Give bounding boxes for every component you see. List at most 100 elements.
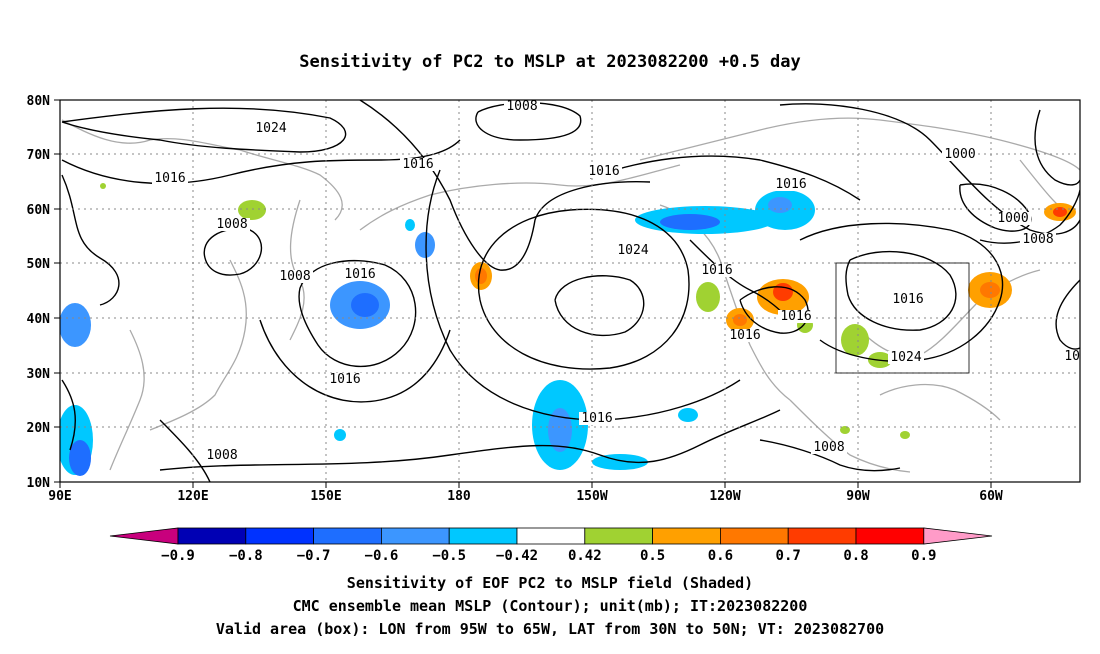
- contour-1008-labrador: [979, 189, 1080, 244]
- coast-central-america: [789, 399, 911, 473]
- contour-label: 1024: [617, 243, 648, 258]
- contour-label-bg: [1020, 233, 1056, 246]
- contour-1016-north: [61, 139, 461, 185]
- coast-gulf-caribbean: [879, 383, 1001, 421]
- contour-label: 1008: [813, 440, 844, 455]
- contour-label: 1024: [890, 350, 921, 365]
- footer-line-2: CMC ensemble mean MSLP (Contour); unit(m…: [293, 597, 808, 615]
- contour-1008-greenland: [1034, 109, 1080, 186]
- coast-arctic-canada: [639, 117, 1080, 171]
- shade-pos-rockies-inner: [773, 283, 793, 301]
- contour-1000-hudson: [959, 183, 1032, 232]
- shade-pos-central-us: [841, 324, 869, 356]
- contour-label-bg: [152, 172, 188, 185]
- shade-pos-siberia: [238, 200, 266, 220]
- contour-1024-pacific-high-outer: [477, 208, 690, 370]
- contour-1016-alaska: [589, 155, 861, 201]
- colorbar-segment: [516, 527, 586, 545]
- shade-neg-central-pacific: [678, 408, 698, 422]
- contour-label: 1016: [588, 164, 619, 179]
- contour-1008-south-china: [159, 419, 211, 482]
- contour-1016-west: [61, 174, 120, 306]
- lat-label: 20N: [27, 421, 51, 436]
- contour-1016-atlantic: [1055, 279, 1080, 350]
- contour-label-bg: [277, 270, 313, 283]
- coast-aleutian: [359, 164, 681, 231]
- map-content: 1008 1024 1016 1016 1008 1000 1016 1000 1008 1016…: [60, 99, 1095, 482]
- contour-label-bg: [327, 373, 363, 386]
- shade-pos-greenland-inner: [1053, 207, 1067, 217]
- colorbar-high-triangle: [923, 527, 993, 545]
- lon-label: 180: [447, 489, 471, 504]
- footer-line-1: Sensitivity of EOF PC2 to MSLP field (Sh…: [347, 574, 753, 592]
- colorbar-tick-label: −0.42: [496, 548, 538, 564]
- contour-label-bg: [942, 148, 978, 161]
- colorbar-segment: [313, 527, 382, 545]
- shade-pos-dateline-inner: [475, 268, 487, 284]
- lat-label: 80N: [27, 94, 51, 109]
- lat-label: 30N: [27, 367, 51, 382]
- shade-neg-bengal: [60, 303, 91, 347]
- contour-label: 1008: [506, 99, 537, 114]
- shade-pos-mexico: [840, 426, 850, 434]
- lon-label: 90E: [48, 489, 71, 504]
- shade-pos-asia-dot: [100, 183, 106, 189]
- contour-label-bg: [204, 449, 240, 462]
- contour-label-bg: [253, 122, 289, 135]
- contour-1016-aleutian: [359, 100, 651, 271]
- contour-label-bg: [214, 218, 250, 231]
- shade-neg-north-pacific: [415, 232, 435, 258]
- colorbar-segment: [652, 527, 721, 545]
- colorbar-tick-label: 0.9: [911, 548, 936, 564]
- contour-label-bg: [342, 268, 378, 281]
- gridlines: [60, 100, 1080, 482]
- colorbar: −0.9 −0.8 −0.7 −0.6 −0.5 −0.42 0.42 0.5 0.6 0.7 0.…: [109, 527, 993, 564]
- coast-east-asia: [149, 259, 247, 431]
- shade-neg-hawaii-inner: [548, 408, 572, 452]
- colorbar-segment: [720, 527, 789, 545]
- shade-neg-southasia-inner: [69, 440, 91, 476]
- shade-pos-caribbean: [900, 431, 910, 439]
- colorbar-tick-label: −0.9: [161, 548, 195, 564]
- coast-siberia: [61, 119, 343, 221]
- contour-label: 1016: [775, 177, 806, 192]
- lat-label: 60N: [27, 203, 51, 218]
- shade-neg-east-pacific: [592, 454, 648, 470]
- valid-area-box: [835, 262, 970, 374]
- lat-label: 50N: [27, 257, 51, 272]
- contour-label: 1016: [780, 309, 811, 324]
- contour-label: 1016: [344, 267, 375, 282]
- contour-1008-nw-pacific-low: [298, 259, 417, 368]
- lon-label: 90W: [846, 489, 870, 504]
- contour-1016-pacific-outer: [425, 169, 741, 421]
- contour-1024-east-us-high: [845, 250, 957, 331]
- lon-label: 120E: [177, 489, 208, 504]
- contour-label-bg: [579, 412, 615, 425]
- contour-label-bg: [778, 310, 814, 323]
- shade-neg-north-pacific-small: [405, 219, 415, 231]
- contour-label: 1024: [255, 121, 286, 136]
- contour-label-bg: [699, 264, 735, 277]
- colorbar-segment: [177, 527, 247, 545]
- lon-label: 60W: [979, 489, 1003, 504]
- lat-label: 10N: [27, 476, 51, 491]
- contour-label: 1016: [701, 263, 732, 278]
- colorbar-segment: [787, 527, 857, 545]
- contour-label-bg: [811, 441, 847, 454]
- colorbar-tick-label: 0.42: [568, 548, 602, 564]
- contour-label: 1016: [1064, 349, 1095, 364]
- contour-1024-siberia: [61, 107, 347, 153]
- contour-label-bg: [615, 244, 651, 257]
- shade-pos-baja-inner: [733, 314, 747, 326]
- contour-label: 1008: [279, 269, 310, 284]
- colorbar-tick-label: 0.7: [776, 548, 801, 564]
- lat-labels: 80N 70N 60N 50N 40N 30N 20N 10N: [27, 94, 51, 491]
- contour-label: 1016: [892, 292, 923, 307]
- colorbar-segment: [448, 527, 518, 545]
- contour-label: 1016: [154, 171, 185, 186]
- colorbar-low-triangle: [109, 527, 179, 545]
- lon-label: 150E: [310, 489, 341, 504]
- shade-pos-west-coast: [696, 282, 720, 312]
